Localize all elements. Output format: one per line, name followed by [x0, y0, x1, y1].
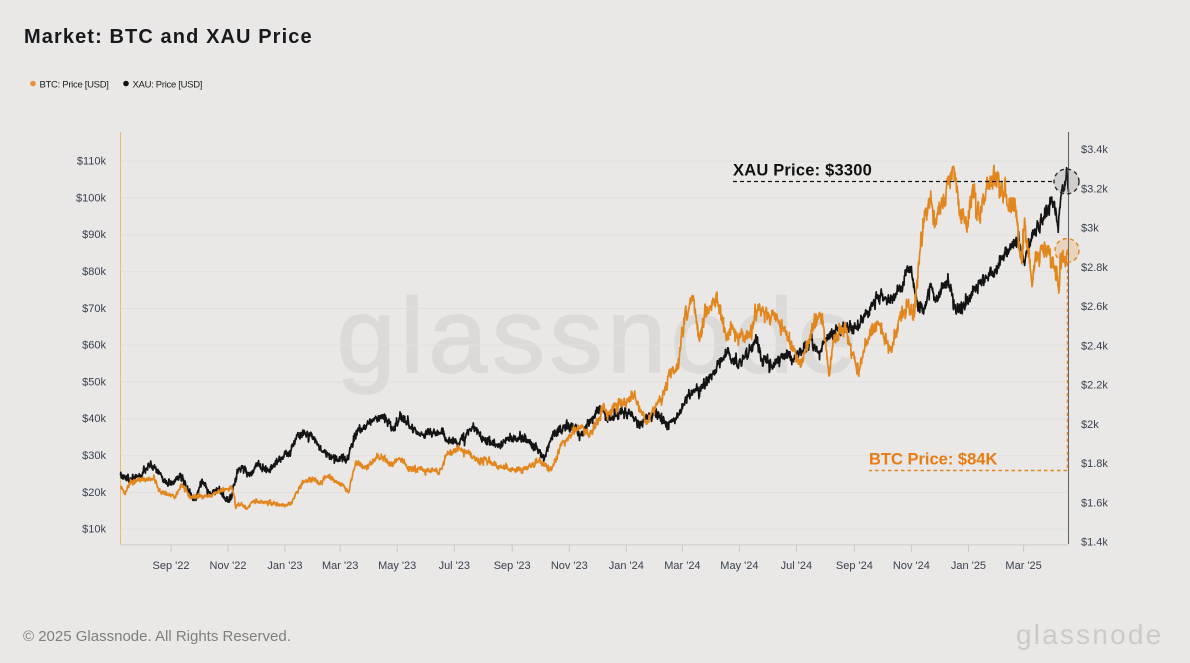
svg-text:Nov '22: Nov '22 — [210, 560, 247, 572]
svg-text:$2.2k: $2.2k — [1081, 380, 1108, 392]
svg-text:$90k: $90k — [82, 229, 106, 241]
svg-text:$30k: $30k — [82, 450, 106, 462]
svg-text:$2.4k: $2.4k — [1081, 340, 1108, 352]
svg-text:Jan '24: Jan '24 — [609, 560, 644, 572]
svg-text:Nov '23: Nov '23 — [551, 560, 588, 572]
svg-text:BTC: Price [USD]: BTC: Price [USD] — [40, 79, 109, 90]
svg-text:$1.8k: $1.8k — [1081, 458, 1108, 470]
svg-text:Jan '25: Jan '25 — [951, 560, 986, 572]
svg-text:Jul '23: Jul '23 — [439, 560, 470, 572]
svg-text:BTC Price: $84K: BTC Price: $84K — [869, 451, 997, 469]
svg-text:Nov '24: Nov '24 — [893, 560, 930, 572]
svg-text:XAU Price: $3300: XAU Price: $3300 — [733, 162, 872, 180]
svg-text:$60k: $60k — [82, 340, 106, 352]
svg-text:$1.4k: $1.4k — [1081, 537, 1108, 549]
svg-text:Sep '22: Sep '22 — [153, 560, 190, 572]
svg-text:May '24: May '24 — [720, 560, 758, 572]
svg-text:$3k: $3k — [1081, 223, 1099, 235]
svg-text:glassnode: glassnode — [1016, 619, 1163, 650]
svg-text:$10k: $10k — [82, 524, 106, 536]
svg-text:Mar '25: Mar '25 — [1005, 560, 1041, 572]
svg-text:Jul '24: Jul '24 — [781, 560, 812, 572]
svg-text:Sep '24: Sep '24 — [836, 560, 873, 572]
svg-text:$80k: $80k — [82, 266, 106, 278]
svg-text:Sep '23: Sep '23 — [494, 560, 531, 572]
svg-text:$50k: $50k — [82, 376, 106, 388]
svg-text:glassnode: glassnode — [337, 277, 862, 395]
svg-text:Market: BTC and XAU Price: Market: BTC and XAU Price — [24, 26, 313, 48]
svg-text:$110k: $110k — [77, 156, 107, 168]
svg-text:$2.8k: $2.8k — [1081, 262, 1108, 274]
svg-text:$100k: $100k — [76, 192, 106, 204]
svg-text:Mar '23: Mar '23 — [322, 560, 358, 572]
svg-text:$2k: $2k — [1081, 419, 1099, 431]
svg-text:© 2025 Glassnode. All Rights R: © 2025 Glassnode. All Rights Reserved. — [23, 628, 291, 645]
svg-text:May '23: May '23 — [378, 560, 416, 572]
svg-text:$3.4k: $3.4k — [1081, 144, 1108, 156]
svg-text:Mar '24: Mar '24 — [664, 560, 700, 572]
svg-text:$40k: $40k — [82, 413, 106, 425]
svg-text:$70k: $70k — [82, 303, 106, 315]
svg-text:XAU: Price [USD]: XAU: Price [USD] — [133, 79, 203, 90]
svg-text:$2.6k: $2.6k — [1081, 301, 1108, 313]
svg-text:$20k: $20k — [82, 487, 106, 499]
svg-text:Jan '23: Jan '23 — [267, 560, 302, 572]
svg-text:$1.6k: $1.6k — [1081, 497, 1108, 509]
svg-text:$3.2k: $3.2k — [1081, 183, 1108, 195]
